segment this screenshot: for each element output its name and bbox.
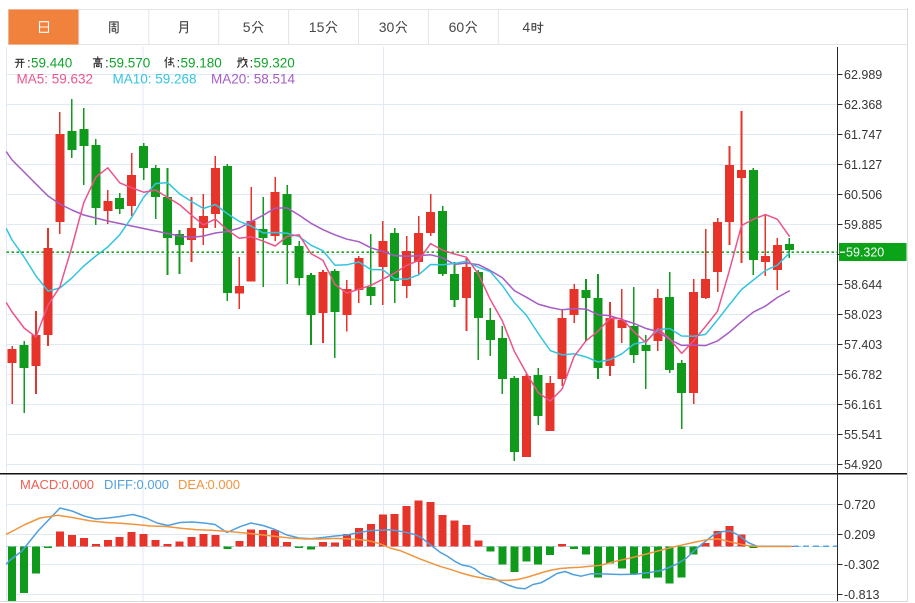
svg-text:62.989: 62.989 <box>844 68 882 82</box>
svg-text:59.440: 59.440 <box>31 56 72 71</box>
svg-text:MACD:: MACD: <box>20 477 62 492</box>
svg-text:DEA:: DEA: <box>178 477 208 492</box>
svg-text:59.885: 59.885 <box>844 218 882 232</box>
svg-text:56.161: 56.161 <box>844 398 882 412</box>
svg-text:55.541: 55.541 <box>844 428 882 442</box>
svg-text:5: 5 <box>243 19 251 35</box>
svg-text:-0.813: -0.813 <box>844 588 879 602</box>
svg-text:57.403: 57.403 <box>844 338 882 352</box>
svg-text:59.180: 59.180 <box>181 56 222 71</box>
svg-text:MA10: 59.268: MA10: 59.268 <box>113 72 197 87</box>
svg-text:MA20: 58.514: MA20: 58.514 <box>211 72 296 87</box>
svg-text::: : <box>250 56 254 71</box>
svg-text:61.127: 61.127 <box>844 158 882 172</box>
svg-text::: : <box>27 56 31 71</box>
svg-text:30: 30 <box>379 19 395 35</box>
svg-text:58.644: 58.644 <box>844 278 882 292</box>
svg-text:62.368: 62.368 <box>844 98 882 112</box>
svg-text:-0.302: -0.302 <box>844 558 879 572</box>
svg-text:61.747: 61.747 <box>844 128 882 142</box>
svg-text:59.570: 59.570 <box>109 56 150 71</box>
svg-text:0.000: 0.000 <box>208 477 241 492</box>
svg-text:60.506: 60.506 <box>844 188 882 202</box>
svg-text:0.720: 0.720 <box>844 498 875 512</box>
svg-text:59.320: 59.320 <box>254 56 295 71</box>
svg-text:0.000: 0.000 <box>137 477 170 492</box>
svg-text:59.320: 59.320 <box>846 246 884 260</box>
svg-text:15: 15 <box>309 19 325 35</box>
svg-text:60: 60 <box>449 19 465 35</box>
svg-text:0.209: 0.209 <box>844 528 875 542</box>
svg-text:DIFF:: DIFF: <box>104 477 137 492</box>
svg-text:MA5: 59.632: MA5: 59.632 <box>17 72 94 87</box>
svg-text:4: 4 <box>522 19 530 35</box>
svg-text::: : <box>105 56 109 71</box>
svg-text:56.782: 56.782 <box>844 368 882 382</box>
svg-text::: : <box>177 56 181 71</box>
svg-text:58.023: 58.023 <box>844 308 882 322</box>
svg-text:54.920: 54.920 <box>844 458 882 472</box>
svg-text:0.000: 0.000 <box>62 477 95 492</box>
